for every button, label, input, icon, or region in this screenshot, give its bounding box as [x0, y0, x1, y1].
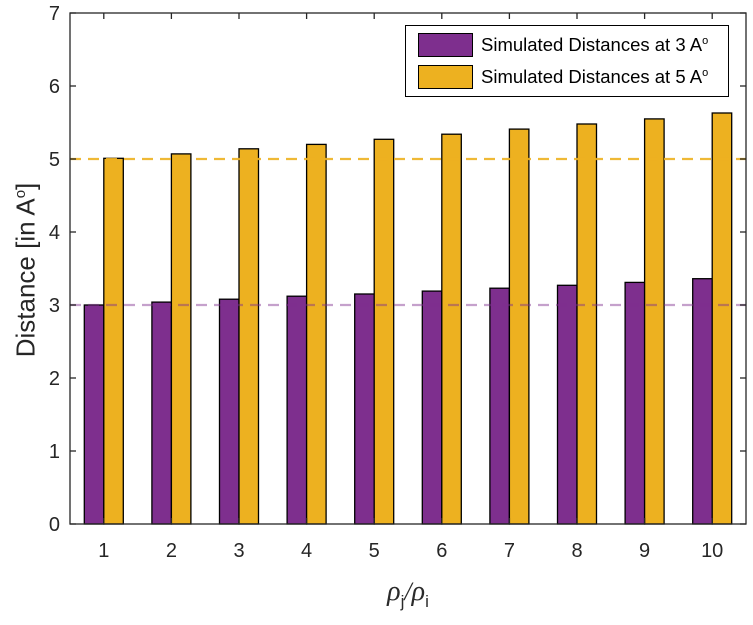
- y-tick-label: 0: [49, 514, 60, 536]
- legend-swatch-gold: [418, 64, 473, 89]
- x-tick-label: 1: [98, 540, 109, 562]
- bar-series1-cat5: [354, 293, 375, 525]
- bar-series1-cat4: [286, 295, 308, 525]
- x-axis-slash: /: [404, 577, 412, 606]
- y-tick-label: 5: [49, 149, 60, 171]
- x-tick-label: 8: [571, 540, 582, 562]
- y-tick-label: 7: [49, 3, 60, 25]
- bar-series2-cat3: [238, 148, 260, 525]
- axes-box: [69, 12, 747, 525]
- legend-label-5A: Simulated Distances at 5 Ao: [481, 65, 709, 87]
- bar-series1-cat2: [151, 301, 173, 525]
- bar-series1-cat8: [556, 284, 578, 525]
- x-axis-label: ρj/ρi: [387, 576, 429, 611]
- bar-series1-cat6: [421, 290, 443, 525]
- y-tick-label: 3: [49, 295, 60, 317]
- bar-series1-cat1: [83, 304, 105, 525]
- bar-series1-cat7: [489, 287, 511, 525]
- y-tick-label: 1: [49, 441, 60, 463]
- x-tick-label: 7: [504, 540, 515, 562]
- bar-series2-cat9: [643, 118, 665, 525]
- bar-series2-cat2: [170, 153, 192, 525]
- legend-item-3A: Simulated Distances at 3 Ao: [406, 33, 728, 58]
- y-tick-label: 2: [49, 368, 60, 390]
- bar-series1-cat10: [692, 278, 713, 525]
- y-tick-label: 6: [49, 76, 60, 98]
- legend-swatch-purple: [418, 33, 473, 58]
- bar-series2-cat1: [103, 157, 124, 525]
- x-axis-rho2: ρ: [411, 576, 426, 607]
- bar-series1-cat9: [624, 281, 646, 525]
- bar-series2-cat6: [441, 133, 462, 525]
- x-tick-label: 2: [166, 540, 177, 562]
- x-tick-label: 6: [436, 540, 447, 562]
- x-axis-sub-i: i: [425, 592, 429, 611]
- y-axis-label: Distance [in Ao]: [11, 183, 42, 358]
- x-tick-label: 5: [369, 540, 380, 562]
- x-tick-label: 9: [639, 540, 650, 562]
- bar-series1-cat3: [218, 298, 240, 525]
- bar-series2-cat4: [305, 143, 327, 525]
- bar-series2-cat7: [508, 128, 530, 525]
- y-tick-label: 4: [49, 222, 60, 244]
- x-tick-label: 10: [701, 540, 723, 562]
- x-tick-label: 3: [233, 540, 244, 562]
- bar-series2-cat8: [576, 123, 598, 525]
- legend-item-5A: Simulated Distances at 5 Ao: [406, 64, 728, 89]
- x-axis-sub-j: j: [400, 592, 405, 611]
- y-axis-label-text: Distance [in A: [10, 198, 41, 358]
- y-axis-label-sup: o: [11, 189, 29, 199]
- legend-label-3A: Simulated Distances at 3 Ao: [481, 34, 709, 56]
- legend: Simulated Distances at 3 Ao Simulated Di…: [405, 25, 729, 97]
- bar-series2-cat5: [373, 138, 395, 525]
- x-axis-rho1: ρ: [387, 576, 401, 607]
- x-tick-label: 4: [301, 540, 312, 562]
- bar-series2-cat10: [711, 112, 733, 525]
- y-axis-label-close: ]: [10, 182, 41, 190]
